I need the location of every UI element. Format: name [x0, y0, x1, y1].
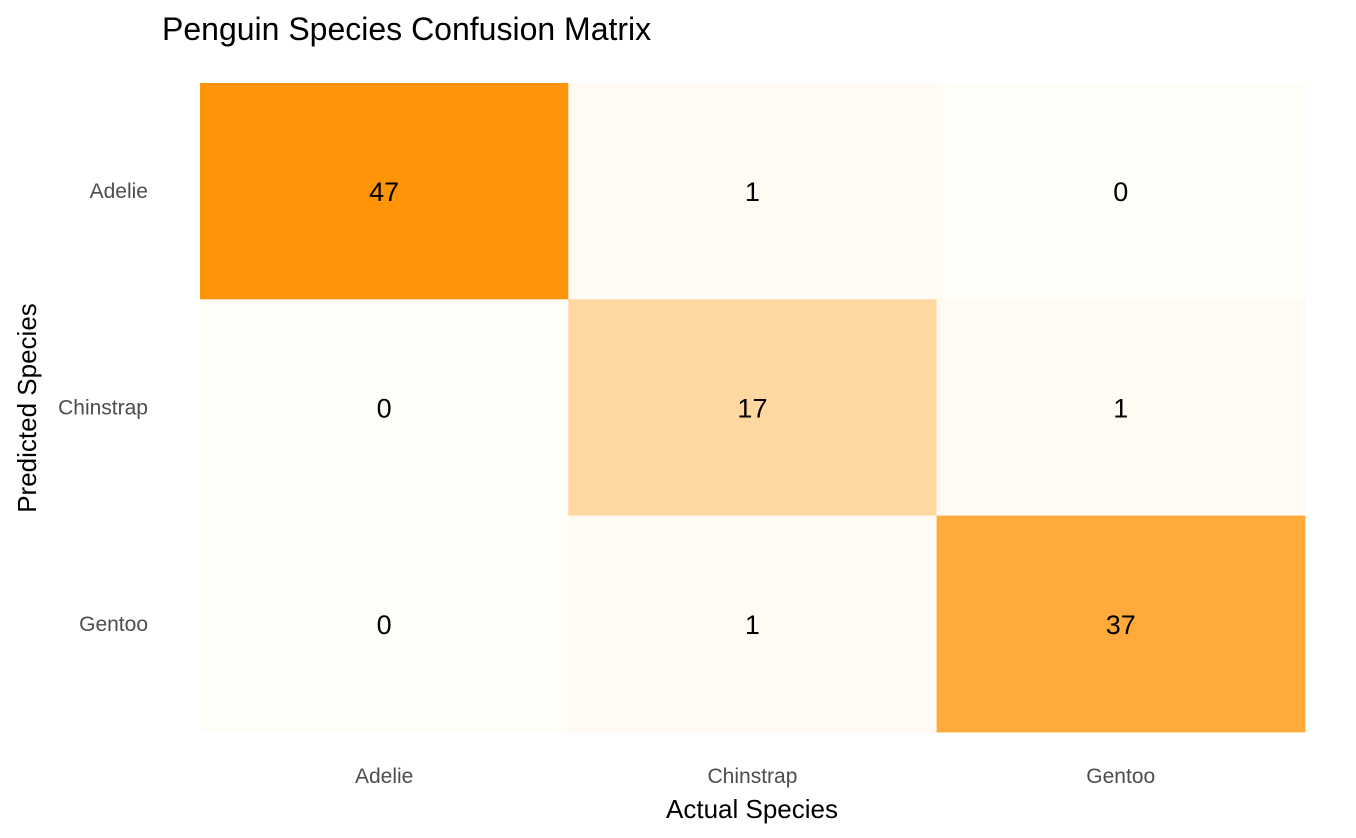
heatmap-cells [200, 83, 1306, 733]
x-tick-chinstrap: Chinstrap [708, 765, 798, 788]
chart-title: Penguin Species Confusion Matrix [162, 11, 651, 47]
heatmap-cell-chinstrap-chinstrap [568, 299, 938, 517]
y-axis-title: Predicted Species [12, 303, 42, 513]
heatmap-cell-adelie-chinstrap [568, 83, 938, 300]
heatmap-cell-chinstrap-adelie [200, 299, 569, 517]
heatmap-cell-gentoo-adelie [200, 515, 569, 733]
y-tick-adelie: Adelie [90, 180, 148, 203]
cell-value-chinstrap-chinstrap: 17 [737, 393, 767, 423]
cell-value-chinstrap-adelie: 0 [377, 393, 392, 423]
heatmap-cell-adelie-gentoo [936, 83, 1306, 300]
heatmap-cell-gentoo-chinstrap [568, 515, 938, 733]
x-tick-adelie: Adelie [355, 765, 413, 788]
cell-value-gentoo-gentoo: 37 [1106, 610, 1136, 640]
heatmap-cell-gentoo-gentoo [936, 515, 1306, 733]
heatmap-cell-adelie-adelie [200, 83, 569, 300]
cell-value-labels: 47 1 0 0 17 1 0 1 37 [369, 177, 1136, 640]
x-axis-title: Actual Species [666, 794, 838, 824]
y-tick-labels: Adelie Chinstrap Gentoo [58, 180, 148, 636]
y-tick-gentoo: Gentoo [79, 613, 148, 636]
heatmap-cell-chinstrap-gentoo [936, 299, 1306, 517]
cell-value-gentoo-adelie: 0 [377, 610, 392, 640]
x-tick-labels: Adelie Chinstrap Gentoo [355, 765, 1155, 788]
cell-value-adelie-chinstrap: 1 [745, 177, 760, 207]
y-tick-chinstrap: Chinstrap [58, 396, 148, 419]
cell-value-adelie-gentoo: 0 [1113, 177, 1128, 207]
cell-value-adelie-adelie: 47 [369, 177, 399, 207]
x-tick-gentoo: Gentoo [1086, 765, 1155, 788]
cell-value-chinstrap-gentoo: 1 [1113, 393, 1128, 423]
cell-value-gentoo-chinstrap: 1 [745, 610, 760, 640]
